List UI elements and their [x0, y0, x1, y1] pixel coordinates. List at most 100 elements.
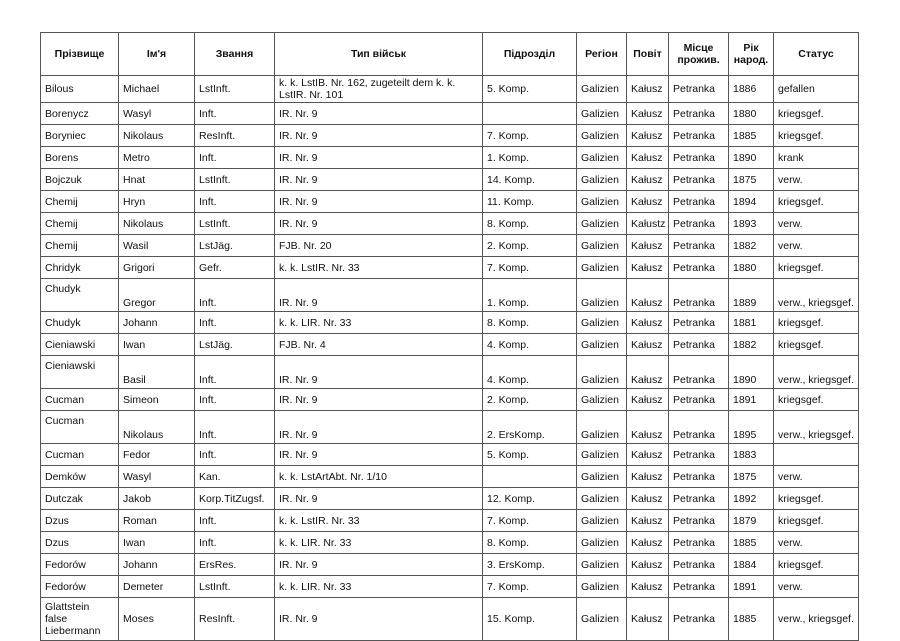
- table-row: Dzus Iwan Inft. k. k. LIR. Nr. 33 8. Komp. Ga…: [40, 531, 859, 554]
- cell-birth-year: 1892: [728, 487, 774, 510]
- cell-residence: Petranka: [668, 234, 729, 257]
- cell-unit: 7. Komp.: [482, 124, 577, 147]
- cell-rank: ResInft.: [194, 124, 275, 147]
- cell-status: verw., kriegsgef.: [773, 278, 859, 312]
- table-row: Cucman Nikolaus Inft. IR. Nr. 9 2. ErsKomp. G…: [40, 410, 859, 444]
- table-row: Cieniawski Iwan LstJäg. FJB. Nr. 4 4. Komp. G…: [40, 333, 859, 356]
- cell-residence: Petranka: [668, 465, 729, 488]
- cell-troop-type: IR. Nr. 9: [274, 487, 483, 510]
- cell-unit: 8. Komp.: [482, 531, 577, 554]
- cell-unit: 5. Komp.: [482, 75, 577, 103]
- cell-unit: 4. Komp.: [482, 355, 577, 389]
- table-row: Glattstein false Liebermann Moses ResInft.…: [40, 597, 859, 641]
- cell-troop-type: k. k. LstIR. Nr. 33: [274, 509, 483, 532]
- cell-troop-type: k. k. LIR. Nr. 33: [274, 575, 483, 598]
- cell-birth-year: 1884: [728, 553, 774, 576]
- cell-rank: Inft.: [194, 509, 275, 532]
- cell-residence: Petranka: [668, 75, 729, 103]
- cell-district: Kałusz: [626, 509, 669, 532]
- table-row: Cucman Simeon Inft. IR. Nr. 9 2. Komp. Galizi…: [40, 388, 859, 411]
- cell-rank: Gefr.: [194, 256, 275, 279]
- cell-district: Kałusz: [626, 311, 669, 334]
- cell-region: Galizien: [576, 146, 627, 169]
- cell-residence: Petranka: [668, 509, 729, 532]
- header-surname: Прізвище: [40, 32, 119, 76]
- cell-unit: 7. Komp.: [482, 256, 577, 279]
- table-row: Dutczak Jakob Korp.TitZugsf. IR. Nr. 9 12. K…: [40, 487, 859, 510]
- cell-birth-year: 1895: [728, 410, 774, 444]
- cell-residence: Petranka: [668, 102, 729, 125]
- cell-residence: Petranka: [668, 311, 729, 334]
- cell-birth-year: 1881: [728, 311, 774, 334]
- cell-first-name: Roman: [118, 509, 195, 532]
- cell-region: Galizien: [576, 212, 627, 235]
- cell-region: Galizien: [576, 333, 627, 356]
- cell-residence: Petranka: [668, 333, 729, 356]
- cell-rank: Inft.: [194, 443, 275, 466]
- cell-rank: LstJäg.: [194, 234, 275, 257]
- cell-rank: Inft.: [194, 190, 275, 213]
- cell-surname: Boryniec: [40, 124, 119, 147]
- cell-troop-type: k. k. LIR. Nr. 33: [274, 531, 483, 554]
- cell-birth-year: 1893: [728, 212, 774, 235]
- cell-residence: Petranka: [668, 553, 729, 576]
- cell-first-name: Basil: [118, 355, 195, 389]
- cell-surname: Borens: [40, 146, 119, 169]
- cell-birth-year: 1894: [728, 190, 774, 213]
- cell-region: Galizien: [576, 355, 627, 389]
- cell-rank: ResInft.: [194, 597, 275, 641]
- header-row: Прізвище Ім'я Звання Тип військ Підрозділ Рег…: [40, 32, 859, 76]
- cell-first-name: Nikolaus: [118, 212, 195, 235]
- cell-birth-year: 1890: [728, 355, 774, 389]
- cell-status: verw.: [773, 575, 859, 598]
- cell-rank: Inft.: [194, 355, 275, 389]
- cell-rank: LstInft.: [194, 75, 275, 103]
- cell-troop-type: IR. Nr. 9: [274, 190, 483, 213]
- cell-unit: 4. Komp.: [482, 333, 577, 356]
- cell-residence: Petranka: [668, 278, 729, 312]
- cell-district: Kałusz: [626, 487, 669, 510]
- header-first-name: Ім'я: [118, 32, 195, 76]
- cell-district: Kałusz: [626, 465, 669, 488]
- cell-rank: Inft.: [194, 278, 275, 312]
- cell-surname: Cucman: [40, 388, 119, 411]
- cell-region: Galizien: [576, 234, 627, 257]
- cell-birth-year: 1885: [728, 597, 774, 641]
- cell-first-name: Simeon: [118, 388, 195, 411]
- cell-district: Kałusz: [626, 75, 669, 103]
- cell-residence: Petranka: [668, 124, 729, 147]
- table-row: Chemij Hryn Inft. IR. Nr. 9 11. Komp. Galizie…: [40, 190, 859, 213]
- cell-status: verw., kriegsgef.: [773, 410, 859, 444]
- cell-surname: Cieniawski: [40, 333, 119, 356]
- cell-birth-year: 1886: [728, 75, 774, 103]
- cell-surname: Fedorów: [40, 575, 119, 598]
- cell-first-name: Iwan: [118, 333, 195, 356]
- cell-district: Kałusz: [626, 597, 669, 641]
- cell-status: verw., kriegsgef.: [773, 355, 859, 389]
- cell-first-name: Wasil: [118, 234, 195, 257]
- cell-status: kriegsgef.: [773, 333, 859, 356]
- cell-status: kriegsgef.: [773, 487, 859, 510]
- cell-region: Galizien: [576, 168, 627, 191]
- cell-status: verw.: [773, 531, 859, 554]
- cell-surname: Bojczuk: [40, 168, 119, 191]
- cell-troop-type: FJB. Nr. 4: [274, 333, 483, 356]
- cell-unit: 3. ErsKomp.: [482, 553, 577, 576]
- cell-status: verw.: [773, 168, 859, 191]
- cell-unit: 7. Komp.: [482, 575, 577, 598]
- cell-first-name: Nikolaus: [118, 124, 195, 147]
- cell-surname: Cucman: [40, 443, 119, 466]
- cell-first-name: Johann: [118, 311, 195, 334]
- cell-residence: Petranka: [668, 355, 729, 389]
- cell-troop-type: IR. Nr. 9: [274, 355, 483, 389]
- cell-status: verw.: [773, 212, 859, 235]
- cell-rank: Korp.TitZugsf.: [194, 487, 275, 510]
- cell-district: Kałusz: [626, 168, 669, 191]
- cell-birth-year: 1885: [728, 124, 774, 147]
- cell-status: verw.: [773, 465, 859, 488]
- cell-first-name: Hryn: [118, 190, 195, 213]
- cell-region: Galizien: [576, 75, 627, 103]
- table-row: Borenycz Wasyl Inft. IR. Nr. 9 Galizien Kałus…: [40, 102, 859, 125]
- cell-first-name: Grigori: [118, 256, 195, 279]
- cell-unit: 8. Komp.: [482, 311, 577, 334]
